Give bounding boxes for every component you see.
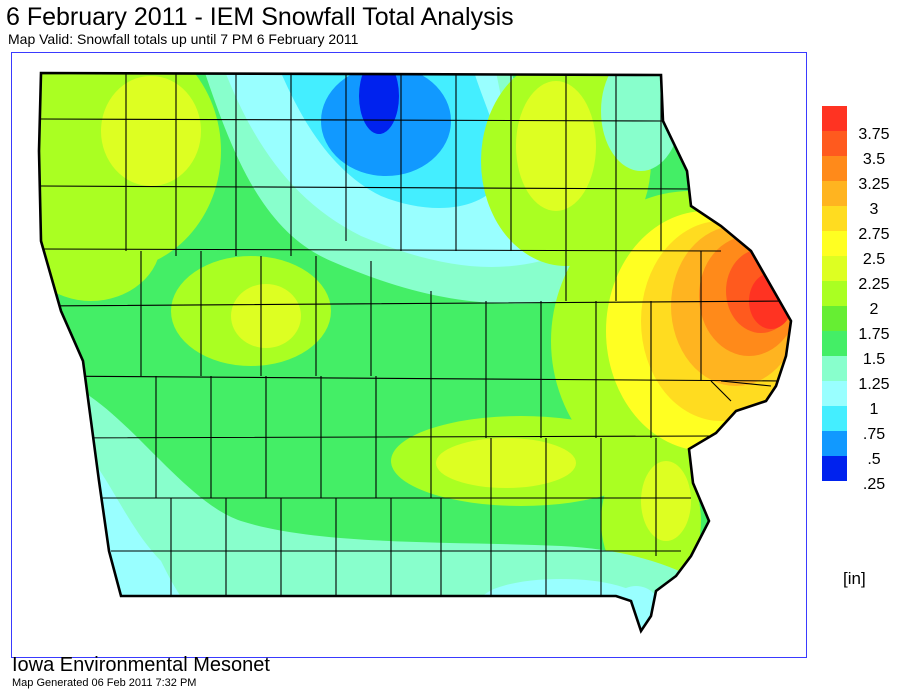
legend-swatch bbox=[822, 206, 847, 231]
legend-label: 3 bbox=[869, 201, 879, 218]
legend-swatch bbox=[822, 256, 847, 281]
legend-unit: [in] bbox=[843, 569, 866, 588]
ne-teal bbox=[601, 73, 681, 171]
legend-label: 2 bbox=[869, 301, 879, 318]
legend-label: 3.5 bbox=[862, 151, 886, 168]
south-cyan bbox=[481, 579, 641, 623]
south-yellow bbox=[436, 438, 576, 488]
nw-yellow bbox=[101, 76, 201, 186]
map-frame bbox=[11, 52, 807, 658]
legend-label: 3.25 bbox=[858, 176, 890, 193]
legend-label: 3.75 bbox=[858, 126, 890, 143]
legend-swatch bbox=[822, 306, 847, 331]
legend-swatch bbox=[822, 181, 847, 206]
map-title: 6 February 2011 - IEM Snowfall Total Ana… bbox=[6, 3, 514, 31]
legend-label: .75 bbox=[862, 426, 886, 443]
legend-swatch bbox=[822, 356, 847, 381]
low-core-025 bbox=[359, 73, 399, 134]
legend-label: .25 bbox=[862, 476, 886, 493]
legend-swatch bbox=[822, 431, 847, 456]
legend-label: .5 bbox=[867, 451, 881, 468]
legend-swatch bbox=[822, 131, 847, 156]
legend-label: 2.5 bbox=[862, 251, 886, 268]
footer-organization: Iowa Environmental Mesonet bbox=[12, 654, 270, 676]
legend-swatch bbox=[822, 281, 847, 306]
iowa-outline bbox=[37, 71, 793, 634]
legend-label: 1.75 bbox=[858, 326, 890, 343]
legend-label: 1 bbox=[869, 401, 879, 418]
se-cyan bbox=[611, 586, 661, 631]
snowfall-map bbox=[37, 71, 793, 634]
county-lines bbox=[40, 73, 791, 601]
ne-yellow bbox=[516, 81, 596, 211]
legend-swatch bbox=[822, 106, 847, 131]
legend-swatch bbox=[822, 456, 847, 481]
map-subtitle: Map Valid: Snowfall totals up until 7 PM… bbox=[8, 31, 359, 47]
legend-label: 1.25 bbox=[858, 376, 890, 393]
west-central-yellow bbox=[231, 284, 301, 348]
legend-swatch bbox=[822, 381, 847, 406]
legend-label: 2.25 bbox=[858, 276, 890, 293]
legend-swatch bbox=[822, 331, 847, 356]
legend-swatch bbox=[822, 406, 847, 431]
legend-swatch bbox=[822, 156, 847, 181]
southeast-yellow bbox=[641, 461, 691, 541]
legend-label: 1.5 bbox=[862, 351, 886, 368]
footer-generated: Map Generated 06 Feb 2011 7:32 PM bbox=[12, 677, 197, 689]
legend-swatch bbox=[822, 231, 847, 256]
legend-label: 2.75 bbox=[858, 226, 890, 243]
